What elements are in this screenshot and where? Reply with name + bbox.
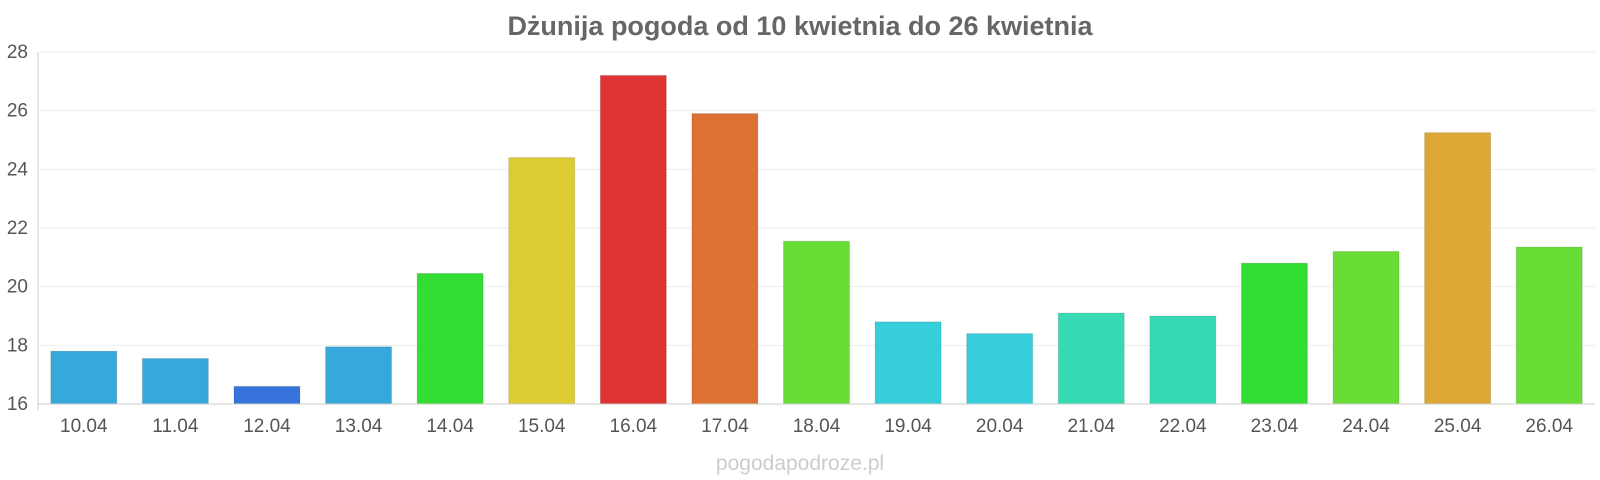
x-axis-ticks: 10.04 11.04 12.04 13.04 14.04 15.04 16.04 17.04… [60, 416, 1573, 437]
x-tick-label: 14.04 [426, 416, 474, 437]
x-tick-label: 24.04 [1342, 416, 1390, 437]
x-tick-label: 19.04 [884, 416, 932, 437]
x-tick-label: 13.04 [335, 416, 383, 437]
x-tick-label: 10.04 [60, 416, 108, 437]
y-tick-label: 26 [7, 101, 28, 122]
x-tick-label: 11.04 [152, 416, 199, 437]
x-tick-label: 23.04 [1251, 416, 1299, 437]
bar-13.04 [325, 346, 393, 405]
bar-19.04 [874, 321, 942, 405]
x-tick-label: 26.04 [1525, 416, 1573, 437]
y-tick-label: 24 [7, 159, 29, 180]
bar-22.04 [1149, 315, 1217, 405]
x-tick-label: 18.04 [793, 416, 841, 437]
x-tick-label: 16.04 [610, 416, 658, 437]
x-tick-label: 12.04 [243, 416, 291, 437]
bar-15.04 [508, 157, 576, 405]
x-tick-label: 20.04 [976, 416, 1024, 437]
x-tick-label: 17.04 [701, 416, 749, 437]
bar-11.04 [141, 358, 209, 405]
bar-24.04 [1332, 250, 1400, 405]
bar-23.04 [1240, 262, 1308, 405]
x-tick-label: 22.04 [1159, 416, 1207, 437]
y-tick-label: 16 [7, 394, 28, 415]
watermark: pogodapodroze.pl [716, 452, 884, 475]
bar-14.04 [416, 272, 484, 405]
bar-10.04 [50, 350, 118, 405]
bar-26.04 [1515, 246, 1583, 405]
x-tick-label: 15.04 [518, 416, 566, 437]
y-tick-label: 18 [7, 335, 28, 356]
bars [50, 74, 1583, 405]
x-tick-label: 25.04 [1434, 416, 1482, 437]
bar-17.04 [691, 113, 759, 405]
y-tick-label: 20 [7, 277, 28, 298]
y-tick-label: 22 [7, 218, 28, 239]
y-tick-label: 28 [7, 42, 28, 63]
bar-16.04 [599, 74, 667, 405]
x-tick-label: 21.04 [1067, 416, 1115, 437]
y-axis-ticks: 16 18 20 22 24 26 28 [7, 42, 29, 415]
bar-25.04 [1424, 132, 1492, 405]
chart-title: Dżunija pogoda od 10 kwietnia do 26 kwie… [507, 11, 1093, 41]
bar-20.04 [966, 333, 1034, 405]
bar-18.04 [783, 240, 850, 405]
bar-21.04 [1057, 312, 1125, 405]
bar-12.04 [233, 385, 301, 405]
